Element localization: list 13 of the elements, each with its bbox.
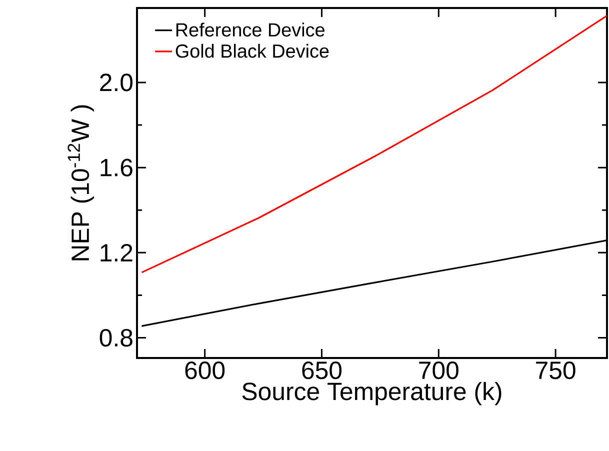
line-series (140, 14, 608, 274)
x-tick-label: 650 (302, 362, 342, 380)
y-tick-label: 2.0 (100, 74, 133, 92)
y-axis-title: NEP (10$^{-12}$W ) (68, 105, 94, 260)
x-tick-label: 600 (185, 362, 225, 380)
x-tick-label: 700 (419, 362, 458, 380)
y-tick-label: 0.8 (100, 328, 132, 347)
legend-label: Reference Device (176, 22, 324, 37)
x-axis-title: Source Temperature (k) (242, 382, 502, 406)
legend-label: Gold Black Device (176, 44, 329, 58)
y-tick-label: 1.2 (100, 244, 132, 262)
x-tick-label: 750 (536, 362, 576, 380)
y-tick-label: 1.6 (100, 158, 132, 176)
